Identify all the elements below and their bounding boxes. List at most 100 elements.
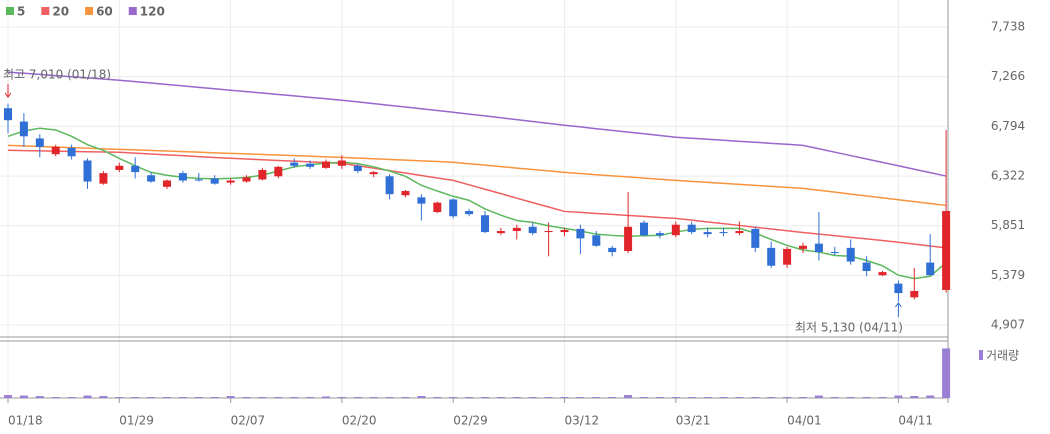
volume-bar	[655, 397, 664, 398]
candle-body	[799, 245, 807, 249]
candle-body	[131, 165, 140, 173]
candle-body	[83, 160, 92, 182]
candle-body	[528, 226, 537, 234]
volume-bar	[147, 397, 156, 398]
volume-bar	[576, 397, 585, 398]
candle-body	[783, 248, 792, 265]
candle-body	[322, 161, 330, 168]
volume-bar	[830, 397, 839, 398]
volume-bar	[528, 397, 537, 398]
volume-bar	[433, 397, 442, 398]
candle-body	[687, 224, 696, 233]
ma-line	[7, 149, 947, 249]
volume-bar	[671, 397, 680, 398]
candle-body	[258, 169, 267, 180]
legend-swatch	[128, 7, 137, 15]
volume-bar	[131, 397, 140, 398]
candle-body	[481, 215, 489, 233]
candle-body	[846, 247, 855, 262]
candle-body	[369, 172, 378, 175]
candle-body	[290, 162, 299, 166]
candle-body	[385, 176, 394, 195]
candle-body	[814, 243, 823, 253]
volume-bar	[751, 397, 760, 398]
volume-bar	[735, 397, 744, 398]
candle-body	[910, 291, 919, 298]
legend-label: 60	[96, 5, 113, 19]
volume-bar	[862, 397, 871, 398]
volume-bar	[703, 397, 712, 398]
x-tick-label: 02/29	[453, 414, 488, 428]
volume-bar	[942, 348, 951, 398]
volume-bar	[512, 397, 521, 398]
volume-bar	[814, 395, 823, 398]
candle-body	[242, 177, 251, 182]
x-tick-label: 03/12	[565, 414, 600, 428]
x-tick-label: 01/18	[8, 414, 43, 428]
legend-swatch	[85, 7, 94, 15]
candle-body	[433, 202, 442, 213]
candle-body	[115, 165, 124, 170]
volume-bar	[624, 395, 633, 398]
candle-body	[306, 163, 315, 167]
volume-bar	[67, 397, 76, 398]
candle-body	[576, 228, 585, 239]
candle-body	[830, 252, 839, 254]
legend-swatch	[6, 7, 14, 15]
candle-body	[544, 231, 553, 233]
candle-body	[99, 173, 108, 184]
volume-bar	[178, 397, 187, 398]
volume-bar	[767, 397, 776, 398]
candle-body	[719, 232, 728, 234]
x-tick-label: 04/01	[787, 414, 822, 428]
volume-bar	[194, 397, 203, 398]
candle-body	[35, 138, 44, 147]
candle-body	[751, 228, 760, 248]
x-tick-label: 02/20	[342, 414, 377, 428]
volume-bar	[322, 396, 330, 398]
candle-body	[624, 226, 633, 252]
candle-body	[178, 173, 187, 181]
candle-body	[894, 283, 903, 294]
volume-bar	[417, 396, 426, 398]
volume-bar	[846, 397, 855, 398]
volume-bar	[878, 397, 887, 398]
volume-bar	[687, 397, 696, 398]
x-tick-label: 04/11	[898, 414, 933, 428]
candle-body	[592, 235, 601, 246]
y-tick-label: 4,907	[991, 318, 1025, 332]
volume-bar	[544, 397, 553, 398]
volume-bar	[35, 396, 44, 398]
volume-bar	[242, 397, 251, 398]
volume-bar	[369, 397, 378, 398]
grid	[0, 0, 948, 398]
annotation-arrow	[4, 84, 12, 98]
annotation: 최저 5,130 (04/11)	[795, 321, 903, 335]
candle-body	[942, 211, 951, 290]
candle-body	[671, 224, 680, 236]
volume-bar	[465, 397, 474, 398]
volume-bar	[608, 397, 617, 398]
volume-bar	[481, 397, 489, 398]
volume-bar	[226, 396, 235, 398]
volume-bar	[258, 397, 267, 398]
volume-bar	[306, 397, 315, 398]
candle-body	[608, 247, 617, 253]
volume-bar	[719, 397, 728, 398]
y-tick-label: 6,322	[991, 169, 1025, 183]
candle-body	[703, 232, 712, 235]
legend-swatch	[979, 350, 983, 360]
candle-body	[512, 227, 521, 232]
x-tick-label: 01/29	[119, 414, 154, 428]
candle-body	[465, 211, 474, 215]
candle-body	[353, 165, 362, 172]
ma-line	[7, 127, 947, 280]
volume-bar	[592, 397, 601, 398]
volume-bar	[210, 397, 219, 398]
volume-bar	[799, 397, 807, 398]
legend-swatch	[41, 7, 50, 15]
candle-body	[274, 166, 283, 177]
volume-bar	[4, 395, 12, 398]
candle-body	[4, 108, 12, 121]
